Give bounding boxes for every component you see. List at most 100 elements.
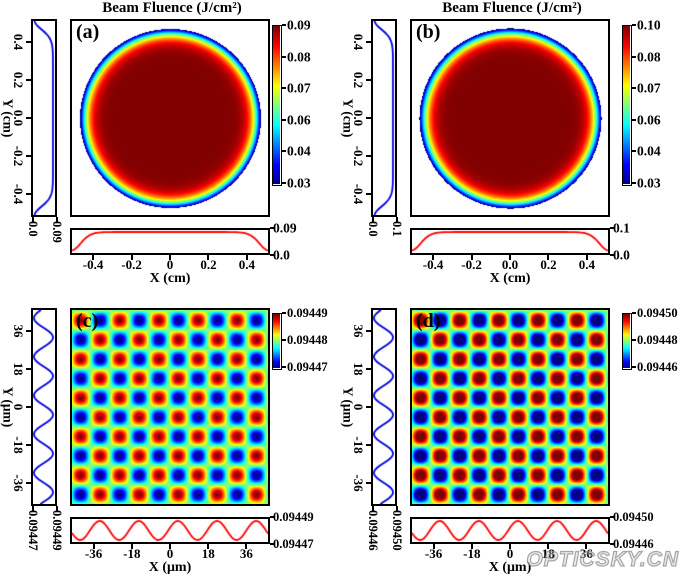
- y-tick-label: -18: [11, 436, 26, 454]
- axis-tick-mark: [26, 406, 31, 408]
- colorbar-tick-label: 0.09450: [637, 305, 678, 320]
- x-tick-label: 36: [239, 546, 253, 561]
- axis-tick-mark: [366, 193, 371, 196]
- axis-tick-mark: [26, 330, 31, 333]
- figure-title: Beam Fluence (J/cm²): [102, 0, 242, 16]
- panel-a: Beam Fluence (J/cm²) (a) Y (cm) 0.4 0.2 0.0 -0…: [0, 0, 340, 290]
- x-axis-label: X (μm): [148, 560, 192, 575]
- axis-tick-mark: [245, 255, 248, 260]
- axis-tick-mark: [366, 406, 371, 408]
- y-axis-label: Y (μm): [340, 386, 356, 428]
- bottom-profile-plot-canvas: [412, 519, 608, 542]
- x-tick-label: 0: [166, 257, 174, 272]
- x-tick-label: 0: [506, 546, 514, 561]
- axis-tick-mark: [470, 544, 473, 549]
- axis-tick-mark: [207, 544, 210, 549]
- axis-tick-mark: [396, 217, 398, 222]
- side-profile-plot: [371, 19, 397, 217]
- axis-tick-mark: [270, 254, 275, 256]
- colorbar-tick-label: 0.09448: [637, 332, 678, 347]
- y-tick-label: -36: [351, 473, 366, 492]
- bottom-profile-plot: [70, 517, 270, 544]
- bottom-profile-plot-canvas: [72, 519, 268, 542]
- axis-tick-mark: [547, 544, 550, 549]
- colorbar-tick-label: 0.04: [637, 143, 661, 159]
- axis-tick-mark: [610, 254, 615, 256]
- axis-tick-mark: [366, 40, 371, 43]
- axis-tick-mark: [366, 330, 371, 333]
- x-tick-label: -0.4: [82, 257, 104, 272]
- fluence-map-plot-canvas: [72, 21, 268, 215]
- axis-tick-mark: [282, 150, 286, 153]
- axis-tick-mark: [632, 312, 636, 314]
- axis-tick-mark: [130, 544, 133, 549]
- colorbar-tick-label: 0.09448: [287, 332, 328, 347]
- y-tick-label: 0.0: [11, 109, 26, 127]
- x-tick-label: 36: [579, 546, 593, 561]
- figure-title: Beam Fluence (J/cm²): [442, 0, 582, 16]
- y-tick-label: -0.4: [11, 183, 26, 205]
- y-tick-label: 0: [11, 403, 26, 411]
- axis-tick-mark: [632, 118, 636, 121]
- colorbar-tick-label: 0.09449: [287, 305, 328, 320]
- axis-tick-mark: [632, 150, 636, 153]
- bottom-profile-axis-label: 0.09: [273, 220, 297, 236]
- x-tick-label: -18: [463, 546, 481, 561]
- y-tick-label: 0.2: [351, 71, 366, 89]
- x-tick-label: -18: [123, 546, 141, 561]
- axis-tick-mark: [282, 87, 286, 90]
- axis-tick-mark: [509, 255, 511, 260]
- axis-tick-mark: [585, 255, 588, 260]
- colorbar-canvas: [273, 26, 280, 184]
- panel-d: (d) Y (μm) 36 18 0 -18 -36 0.09446 0.09450 -36 -18…: [340, 289, 680, 579]
- side-profile-axis-label: 0.09: [50, 221, 64, 243]
- y-tick-label: 36: [351, 324, 366, 338]
- y-tick-label: 0.4: [11, 33, 26, 50]
- axis-tick-mark: [632, 182, 636, 184]
- x-tick-label: 18: [201, 546, 215, 561]
- bottom-profile-axis-label: 0.09449: [273, 509, 314, 524]
- side-profile-plot-canvas: [373, 21, 395, 215]
- colorbar-canvas: [623, 26, 630, 184]
- side-profile-plot: [31, 308, 57, 506]
- fluence-map-plot-canvas: [412, 310, 608, 504]
- axis-tick-mark: [366, 443, 371, 446]
- bottom-profile-axis-label: 0.0: [273, 247, 290, 263]
- side-profile-plot-canvas: [33, 21, 55, 215]
- axis-tick-mark: [372, 506, 374, 511]
- colorbar-tick-label: 0.06: [637, 112, 661, 128]
- fluence-map-plot-canvas: [412, 21, 608, 215]
- axis-tick-mark: [92, 544, 95, 549]
- y-tick-label: -36: [11, 473, 26, 492]
- axis-tick-mark: [92, 255, 95, 260]
- x-axis-label: X (cm): [489, 271, 531, 286]
- x-tick-label: -36: [424, 546, 443, 561]
- side-profile-axis-label: 0.09450: [390, 510, 404, 551]
- axis-tick-mark: [282, 55, 286, 58]
- axis-tick-mark: [270, 516, 275, 518]
- x-tick-label: 0.2: [540, 257, 557, 272]
- axis-tick-mark: [396, 506, 398, 511]
- side-profile-axis-label: 0.09447: [26, 510, 40, 551]
- colorbar-tick-label: 0.08: [637, 48, 661, 64]
- colorbar-tick-label: 0.03: [637, 175, 661, 191]
- colorbar-tick-label: 0.08: [287, 48, 311, 64]
- axis-tick-mark: [547, 255, 550, 260]
- axis-tick-mark: [432, 255, 435, 260]
- bottom-profile-axis-label: 0.0: [613, 247, 630, 263]
- colorbar-canvas: [273, 314, 280, 368]
- bottom-profile-plot: [410, 517, 610, 544]
- axis-tick-mark: [632, 339, 636, 341]
- axis-tick-mark: [130, 255, 133, 260]
- axis-tick-mark: [32, 506, 34, 511]
- fluence-map-plot: [410, 19, 610, 217]
- axis-tick-mark: [366, 78, 371, 81]
- axis-tick-mark: [366, 481, 371, 484]
- y-tick-label: 0.4: [351, 33, 366, 50]
- x-tick-label: -0.4: [422, 257, 444, 272]
- fluence-map-plot: [410, 308, 610, 506]
- axis-tick-mark: [26, 193, 31, 196]
- y-tick-label: 18: [351, 362, 366, 376]
- side-profile-axis-label: 0.0: [26, 221, 40, 237]
- axis-tick-mark: [26, 78, 31, 81]
